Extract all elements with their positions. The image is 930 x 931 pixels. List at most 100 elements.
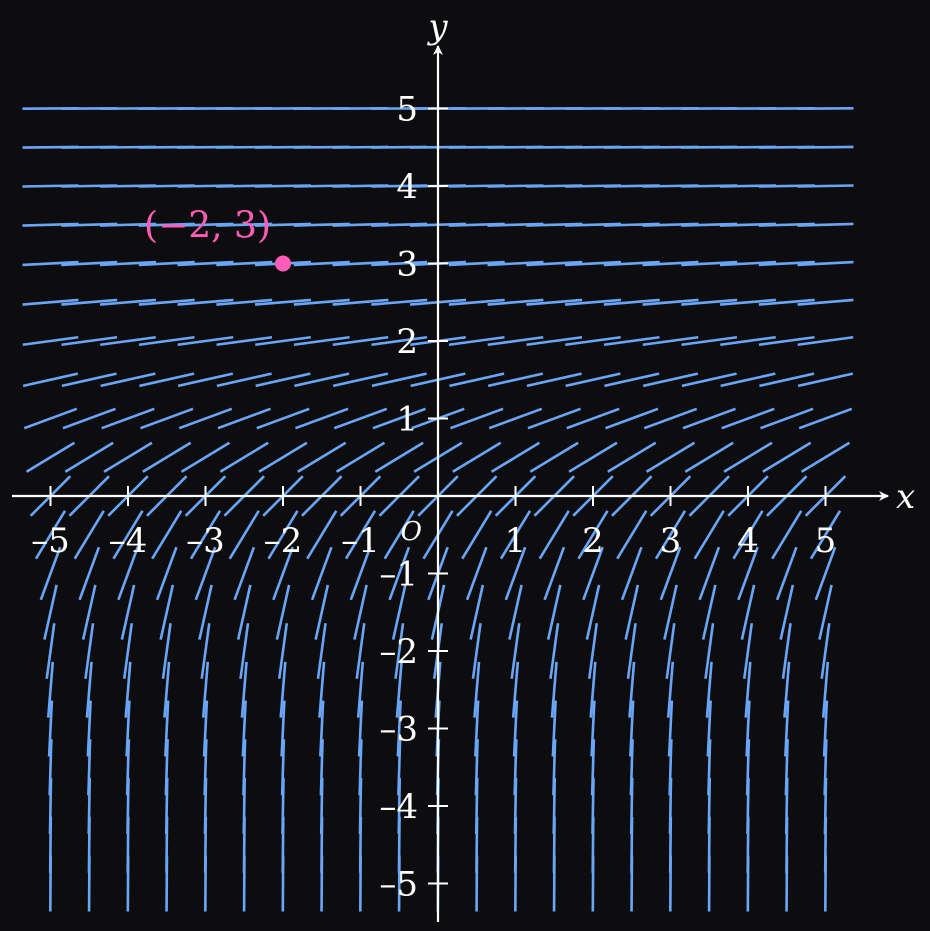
slope-segment xyxy=(388,546,411,601)
slope-segment xyxy=(177,298,234,306)
slope-segment xyxy=(277,623,289,679)
slope-segment xyxy=(61,335,118,347)
x-tick-label: –3 xyxy=(186,521,225,561)
slope-segment xyxy=(590,700,596,757)
slope-segment xyxy=(73,510,105,560)
x-tick-label: 4 xyxy=(737,521,759,561)
y-tick-label: 1 xyxy=(396,400,418,440)
slope-segment xyxy=(758,260,815,267)
slope-segment xyxy=(371,184,428,188)
slope-segment xyxy=(61,260,118,267)
slope-segment xyxy=(397,739,402,796)
slope-segment xyxy=(552,739,557,796)
slope-segment xyxy=(84,623,95,679)
slope-segment xyxy=(654,510,687,560)
slope-segment xyxy=(180,441,231,473)
slope-segment xyxy=(164,700,170,757)
slope-segment xyxy=(295,407,349,430)
slope-segment xyxy=(582,546,604,601)
slope-segment xyxy=(551,700,557,757)
slope-segment xyxy=(759,372,815,388)
slope-segment xyxy=(603,222,660,227)
slope-segment xyxy=(603,145,660,149)
slope-segment xyxy=(394,623,405,679)
slope-segment xyxy=(667,700,674,757)
slope-segment xyxy=(319,739,324,796)
slope-segment xyxy=(332,335,389,347)
slope-segment xyxy=(758,184,815,188)
slope-segment xyxy=(732,510,764,560)
slope-segment xyxy=(814,546,837,601)
slope-segment xyxy=(216,184,273,188)
slope-segment xyxy=(138,298,195,306)
slope-segment xyxy=(616,510,648,560)
slope-segment xyxy=(721,407,775,430)
slope-field-segments xyxy=(22,107,854,912)
y-axis-ticks: –5 –4 –3 –2 –1 1 2 3 4 5 xyxy=(379,90,448,905)
slope-segment xyxy=(177,335,234,347)
slope-segment xyxy=(681,335,738,347)
slope-segment xyxy=(564,260,622,267)
slope-segment xyxy=(61,184,118,188)
slope-segment xyxy=(701,584,717,640)
slope-segment xyxy=(487,260,544,267)
slope-segment xyxy=(487,298,544,306)
slope-segment xyxy=(344,510,377,560)
y-tick-label: 4 xyxy=(396,167,418,207)
slope-segment xyxy=(217,407,271,430)
slope-segment xyxy=(585,584,601,640)
slope-segment xyxy=(45,623,56,679)
slope-segment xyxy=(272,546,294,601)
slope-segment xyxy=(64,441,114,473)
slope-segment xyxy=(256,407,310,430)
slope-segment xyxy=(318,661,326,718)
slope-segment xyxy=(706,700,712,757)
slope-segment xyxy=(720,335,776,347)
slope-segment xyxy=(353,584,368,640)
x-axis-label: x xyxy=(896,477,915,517)
slope-segment xyxy=(139,372,195,388)
slope-segment xyxy=(487,335,544,347)
y-tick-label: 3 xyxy=(396,245,418,285)
y-axis-label: y xyxy=(426,7,448,47)
slope-segment xyxy=(490,441,541,473)
slope-segment xyxy=(319,700,325,757)
slope-segment xyxy=(744,661,752,718)
slope-segment xyxy=(469,584,485,640)
slope-segment xyxy=(645,441,696,473)
slope-segment xyxy=(280,700,286,757)
slope-segment xyxy=(47,700,54,757)
slope-segment xyxy=(293,298,350,306)
slope-segment xyxy=(603,184,660,188)
slope-segment xyxy=(85,661,93,718)
slope-segment xyxy=(642,372,699,388)
slope-segment xyxy=(628,661,636,718)
slope-segment xyxy=(216,222,273,227)
slope-segment xyxy=(707,739,712,796)
slope-segment xyxy=(665,623,676,679)
slope-segment xyxy=(142,441,192,473)
slope-segment xyxy=(356,661,365,718)
x-tick-label: 2 xyxy=(582,521,604,561)
slope-segment xyxy=(125,700,131,757)
coordinate-axes: –5 –4 –3 –2 –1 1 2 3 4 5 –5 –4 –3 –2 –1 1 2 3 4 5 x y O xyxy=(12,7,915,922)
slope-segment xyxy=(577,510,609,560)
slope-segment xyxy=(740,584,756,640)
slope-segment xyxy=(448,184,505,188)
slope-segment xyxy=(546,584,562,640)
slope-segment xyxy=(564,298,622,306)
slope-segment xyxy=(526,372,582,388)
slope-segment xyxy=(758,335,815,347)
slope-segment xyxy=(219,441,269,473)
slope-segment xyxy=(693,510,725,560)
slope-segment xyxy=(355,623,366,679)
slope-segment xyxy=(358,739,363,796)
slope-segment xyxy=(371,260,428,267)
slope-segment xyxy=(280,739,286,796)
slope-segment xyxy=(177,372,234,388)
slope-segment xyxy=(161,623,172,679)
slope-segment xyxy=(216,335,273,347)
slope-segment xyxy=(99,260,157,267)
slope-segment xyxy=(86,700,92,757)
